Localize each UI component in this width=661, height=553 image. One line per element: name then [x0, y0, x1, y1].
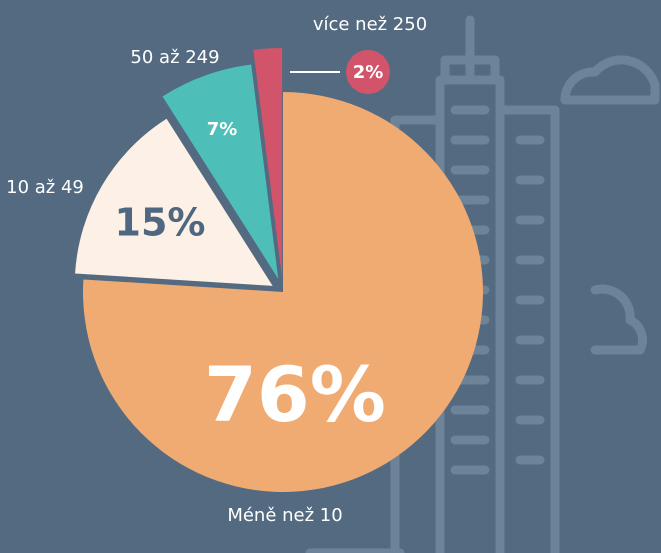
value-label: 7% [207, 119, 238, 140]
pie-slice [75, 118, 273, 286]
category-label: 10 až 49 [6, 177, 84, 198]
pie-slice [162, 64, 279, 279]
category-label: více než 250 [313, 14, 427, 35]
pie-slice [82, 92, 483, 493]
value-label: 76% [204, 350, 386, 439]
pie-slice [253, 48, 283, 279]
value-label: 2% [353, 62, 384, 83]
label-badge [346, 50, 390, 94]
category-label: Méně než 10 [227, 505, 342, 526]
value-label: 15% [115, 201, 206, 245]
category-label: 50 až 249 [130, 47, 219, 68]
